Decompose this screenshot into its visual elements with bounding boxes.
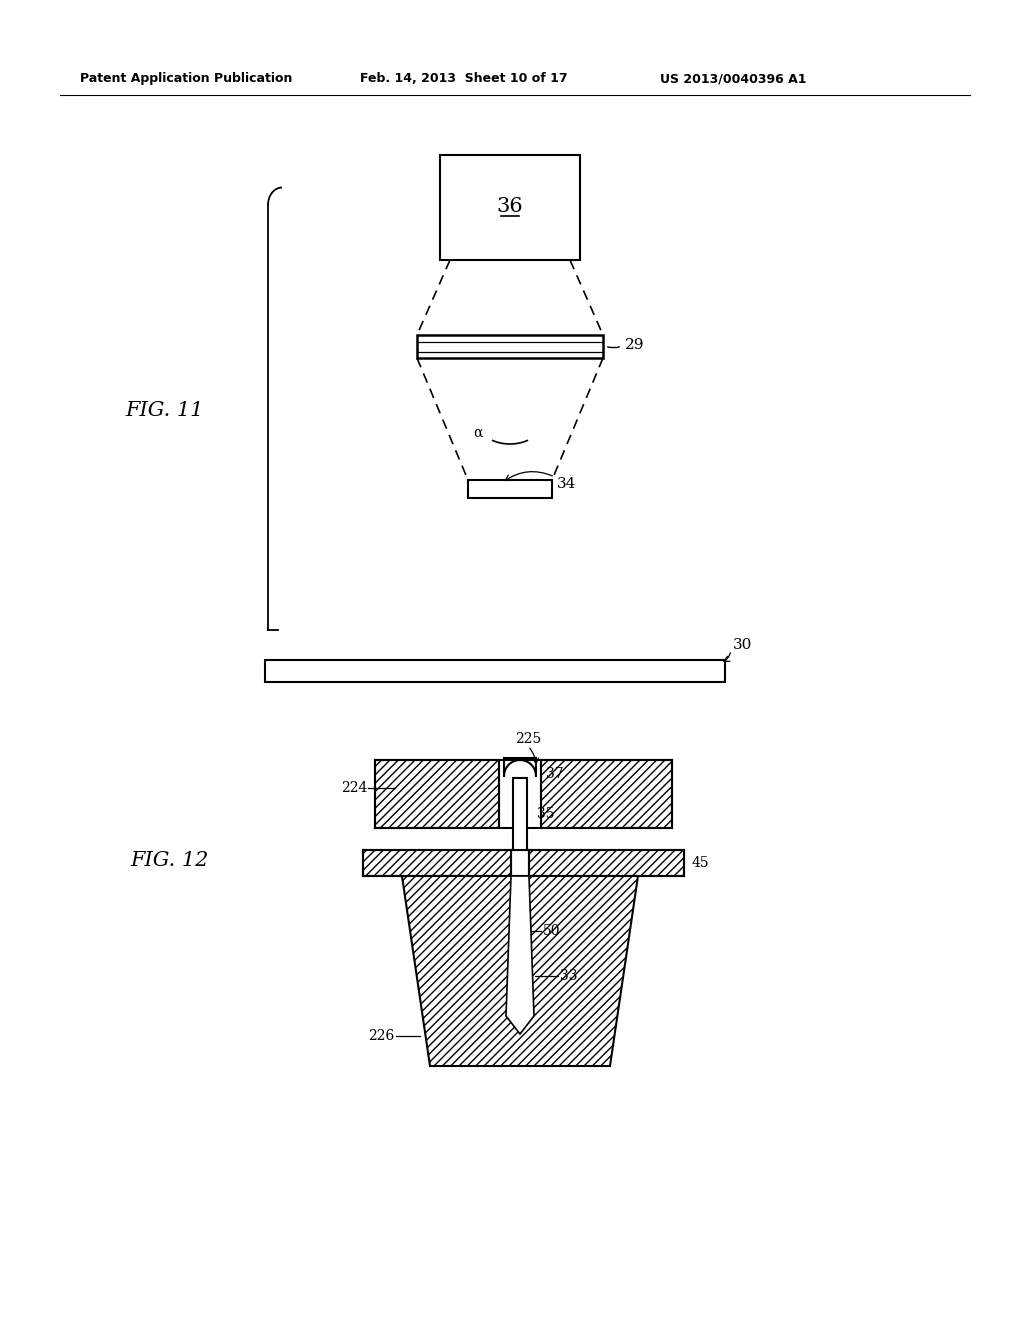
Bar [541,760,672,828]
Bar [468,480,552,498]
Text: US 2013/0040396 A1: US 2013/0040396 A1 [660,73,807,84]
Text: FIG. 11: FIG. 11 [125,400,204,420]
Text: 37: 37 [546,767,563,781]
Bar [375,760,499,828]
Bar [362,850,511,876]
Bar [513,777,527,850]
Text: Patent Application Publication: Patent Application Publication [80,73,293,84]
Text: 33: 33 [560,969,578,983]
Text: 224: 224 [341,781,367,795]
Text: 30: 30 [733,638,753,652]
Bar [265,660,725,682]
Text: Feb. 14, 2013  Sheet 10 of 17: Feb. 14, 2013 Sheet 10 of 17 [360,73,567,84]
Text: α: α [473,426,482,440]
Text: 226: 226 [368,1030,394,1043]
Text: 45: 45 [692,855,710,870]
Polygon shape [402,876,638,1067]
Text: 50: 50 [543,924,560,939]
Text: 29: 29 [625,338,644,352]
Text: 36: 36 [497,198,523,216]
Text: 34: 34 [557,477,577,491]
Bar [417,335,603,358]
Text: 225: 225 [515,733,542,746]
Bar [440,154,580,260]
Bar [529,850,684,876]
Polygon shape [506,876,534,1034]
Text: 35: 35 [537,807,555,821]
Text: FIG. 12: FIG. 12 [130,850,208,870]
